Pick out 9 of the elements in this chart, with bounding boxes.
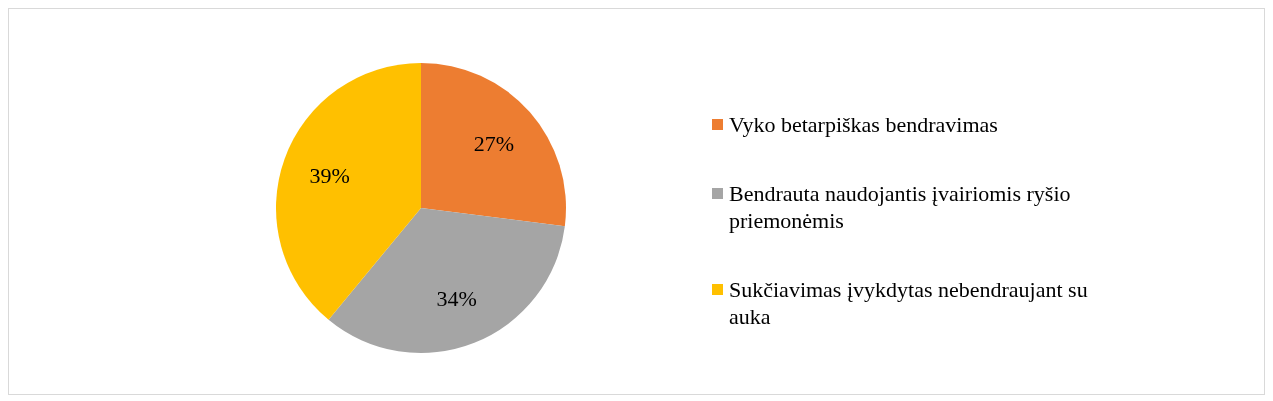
legend-label: Bendrauta naudojantis įvairiomis ryšio priemonėmis (729, 180, 1071, 233)
data-label: 34% (436, 285, 477, 311)
pie-slice (421, 63, 566, 227)
pie-slice (328, 208, 565, 353)
legend-label: Vyko betarpiškas bendravimas (729, 111, 998, 137)
legend-label: Sukčiavimas įvykdytas nebendraujant su auka (729, 276, 1088, 329)
data-label: 39% (309, 162, 350, 188)
data-label: 27% (473, 131, 515, 157)
pie-slice (276, 63, 421, 320)
